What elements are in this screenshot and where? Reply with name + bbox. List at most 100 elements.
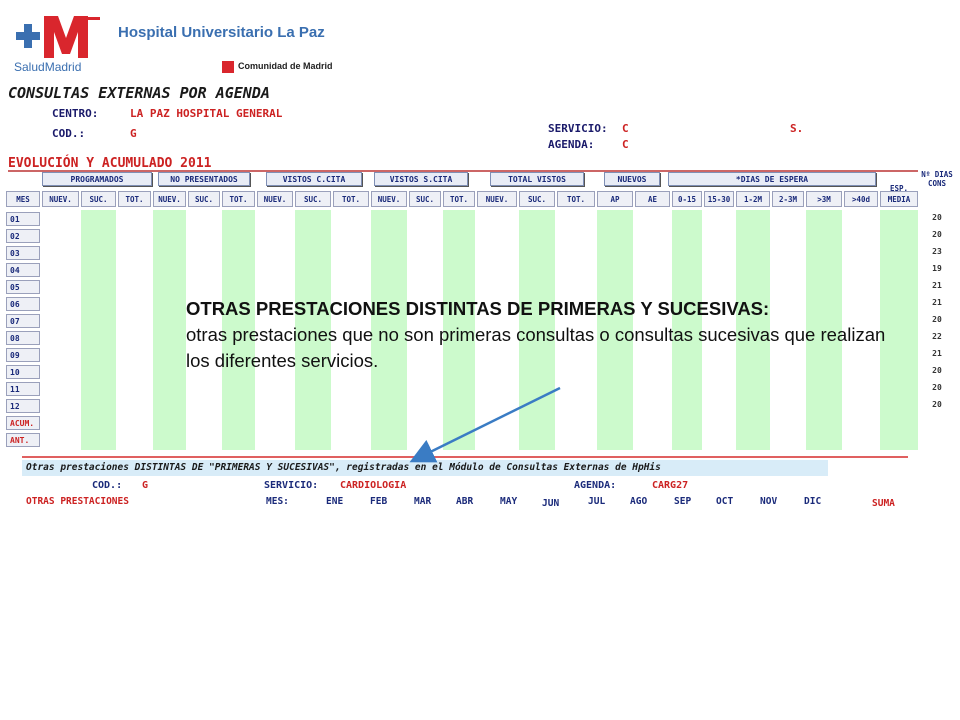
row-label: 01	[6, 212, 40, 226]
row-label: ACUM.	[6, 416, 40, 430]
n-dias-value: 20	[932, 366, 942, 375]
annotation-body: otras prestaciones que no son primeras c…	[186, 324, 886, 371]
month-label: MAR	[414, 496, 432, 507]
suma-label: SUMA	[872, 498, 895, 509]
month-label: MAY	[500, 496, 518, 507]
section-divider	[8, 170, 918, 172]
group-no-presentados: NO PRESENTADOS	[158, 172, 250, 186]
column-stripe	[295, 210, 331, 450]
row-label: 02	[6, 229, 40, 243]
column-header: NUEV.	[42, 191, 79, 207]
annotation-callout: OTRAS PRESTACIONES DISTINTAS DE PRIMERAS…	[186, 296, 886, 374]
salud-madrid-logo	[10, 16, 102, 74]
column-stripe	[519, 210, 555, 450]
group-programados: PROGRAMADOS	[42, 172, 152, 186]
n-dias-value: 20	[932, 400, 942, 409]
column-stripe	[672, 210, 702, 450]
otras-cod-label: COD.:	[92, 480, 123, 491]
otras-agenda-label: AGENDA:	[574, 480, 617, 491]
row-label: 07	[6, 314, 40, 328]
n-dias-value: 21	[932, 298, 942, 307]
group-vistos-c-cita: VISTOS C.CITA	[266, 172, 362, 186]
servicio-value: C	[622, 122, 629, 135]
column-header: SUC.	[295, 191, 331, 207]
column-header: TOT.	[118, 191, 151, 207]
comunidad-label: Comunidad de Madrid	[238, 61, 333, 71]
row-label: 10	[6, 365, 40, 379]
column-stripe	[371, 210, 407, 450]
column-header: NUEV.	[153, 191, 186, 207]
row-label: 03	[6, 246, 40, 260]
column-header: NUEV.	[371, 191, 407, 207]
row-label: ANT.	[6, 433, 40, 447]
row-label: 05	[6, 280, 40, 294]
month-label: JUL	[588, 496, 606, 507]
n-dias-value: 19	[932, 264, 942, 273]
column-stripe	[880, 210, 918, 450]
group-total-vistos: TOTAL VISTOS	[490, 172, 584, 186]
row-label: 11	[6, 382, 40, 396]
column-header: 0-15	[672, 191, 702, 207]
annotation-title: OTRAS PRESTACIONES DISTINTAS DE PRIMERAS…	[186, 298, 770, 319]
column-header: TOT.	[443, 191, 475, 207]
column-header: SUC.	[519, 191, 555, 207]
month-label: OCT	[716, 496, 734, 507]
centro-value: LA PAZ HOSPITAL GENERAL	[130, 107, 283, 120]
comunidad-flag-icon	[222, 61, 234, 73]
n-dias-value: 21	[932, 349, 942, 358]
n-dias-value: 23	[932, 247, 942, 256]
column-header: SUC.	[409, 191, 441, 207]
agenda-label: AGENDA:	[548, 138, 595, 151]
column-header: SUC.	[81, 191, 116, 207]
column-header: SUC.	[188, 191, 220, 207]
servicio-label: SERVICIO:	[548, 122, 608, 135]
n-dias-value: 20	[932, 383, 942, 392]
cod-value: G	[130, 127, 137, 140]
column-header: TOT.	[222, 191, 255, 207]
otras-row-label: OTRAS PRESTACIONES	[26, 496, 129, 507]
servicio-tail: S.	[790, 122, 804, 135]
group-nuevos: NUEVOS	[604, 172, 660, 186]
month-label: ENE	[326, 496, 344, 507]
month-label: SEP	[674, 496, 692, 507]
n-dias-value: 20	[932, 230, 942, 239]
otras-cod-value: G	[142, 480, 149, 491]
centro-label: CENTRO:	[52, 107, 99, 120]
n-dias-header: Nº DIAS CONS	[921, 170, 953, 188]
cod-label: COD.:	[52, 127, 86, 140]
n-dias-value: 20	[932, 213, 942, 222]
mes-label: MES:	[266, 496, 289, 507]
group-dias-espera: *DIAS DE ESPERA	[668, 172, 876, 186]
n-dias-value: 21	[932, 281, 942, 290]
column-header: AP	[597, 191, 633, 207]
hospital-title: Hospital Universitario La Paz	[118, 24, 325, 41]
month-label: NOV	[760, 496, 778, 507]
n-dias-value: 22	[932, 332, 942, 341]
report-title: CONSULTAS EXTERNAS POR AGENDA	[8, 84, 270, 102]
row-label: 04	[6, 263, 40, 277]
month-label: AGO	[630, 496, 648, 507]
row-label: 08	[6, 331, 40, 345]
month-label: ABR	[456, 496, 474, 507]
column-header: AE	[635, 191, 670, 207]
column-header: 15-30	[704, 191, 734, 207]
row-label: 12	[6, 399, 40, 413]
otras-agenda-value: CARG27	[652, 480, 689, 491]
column-stripe	[597, 210, 633, 450]
agenda-value: C	[622, 138, 629, 151]
column-stripe	[81, 210, 116, 450]
month-label: FEB	[370, 496, 388, 507]
column-header: NUEV.	[477, 191, 517, 207]
group-vistos-s-cita: VISTOS S.CITA	[374, 172, 468, 186]
column-stripe	[736, 210, 770, 450]
column-stripe	[222, 210, 255, 450]
column-header: TOT.	[333, 191, 369, 207]
otras-servicio-value: CARDIOLOGIA	[340, 480, 407, 491]
column-header: TOT.	[557, 191, 595, 207]
otras-divider	[22, 456, 908, 458]
row-label: 06	[6, 297, 40, 311]
section-title: EVOLUCIÓN Y ACUMULADO 2011	[8, 156, 212, 171]
column-header: MES	[6, 191, 40, 207]
column-stripe	[443, 210, 475, 450]
